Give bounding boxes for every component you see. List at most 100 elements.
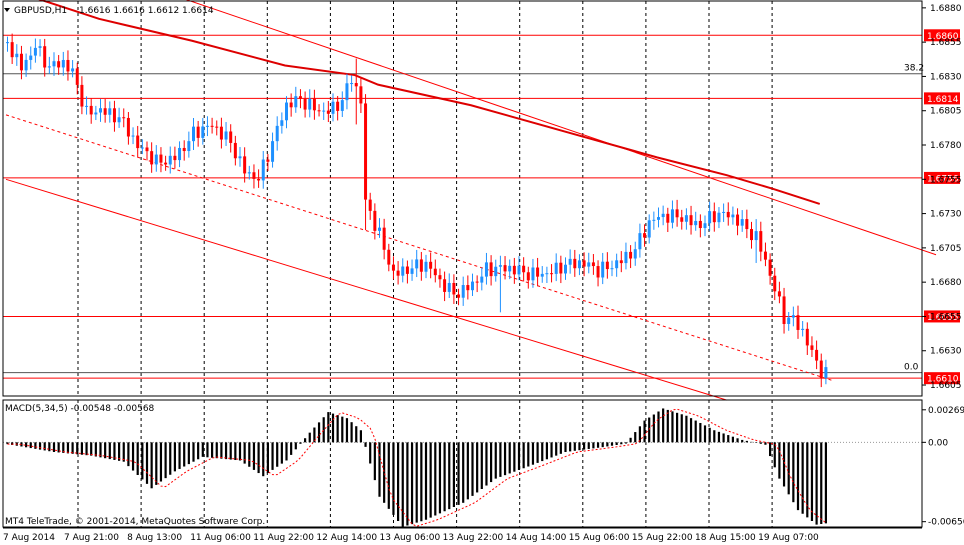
candle-body [94, 112, 98, 115]
candle-body [633, 249, 637, 259]
symbol-label: GBPUSD,H1 [14, 6, 67, 16]
candle-body [252, 172, 256, 179]
candle-body [666, 213, 670, 223]
axes: 7 Aug 2014 7 Aug 21:00 8 Aug 13:00 11 Aug 0… [3, 4, 964, 543]
candle-body [773, 275, 777, 292]
candle-body [494, 266, 498, 277]
time-tick-label: 13 Aug 22:00 [443, 533, 504, 543]
price-tick-label: 1.6680 [930, 278, 962, 288]
candle-body [471, 281, 474, 291]
price-tick-label: 1.6805 [930, 107, 962, 117]
candle-body [610, 268, 614, 270]
candle-body [680, 217, 684, 222]
candle-body [670, 209, 674, 223]
time-tick-label: 12 Aug 14:00 [316, 533, 377, 543]
trend-line [5, 114, 834, 382]
candle-body [280, 120, 284, 126]
candle-body [768, 259, 772, 276]
price-level-label: 1.6860 [927, 32, 959, 42]
price-panel-border [2, 0, 923, 397]
candle-body [33, 47, 37, 56]
candle-body [582, 260, 586, 267]
candle-body [447, 282, 451, 292]
candle-body [131, 135, 135, 137]
moving-average-line [38, 0, 821, 205]
candle-body [196, 126, 200, 138]
candle-body [85, 105, 89, 107]
ohlc-readout: 1.6616 1.6616 1.6612 1.6614 [79, 6, 214, 16]
time-tick-label: 15 Aug 22:00 [632, 533, 693, 543]
candle-body [43, 46, 47, 68]
time-tick-label: 15 Aug 06:00 [569, 533, 630, 543]
price-level-label: 1.6814 [927, 95, 959, 105]
candle-body [391, 264, 395, 271]
candle-body [145, 147, 149, 152]
candle-body [168, 155, 172, 165]
candle-body [303, 98, 307, 110]
candle-body [745, 219, 749, 230]
candle-body [266, 159, 270, 162]
candle-body [410, 268, 414, 274]
price-level-badge [924, 310, 960, 323]
candle-body [461, 285, 465, 298]
candle-body [717, 212, 721, 223]
candle-body [368, 199, 372, 211]
candle-body [150, 151, 154, 165]
candle-body [805, 328, 809, 346]
price-level-badge [924, 29, 960, 42]
candle-body [364, 103, 368, 200]
candle-body [415, 259, 419, 269]
candle-body [136, 135, 140, 149]
price-tick-label: 1.6605 [930, 381, 962, 391]
macd-label: MACD(5,34,5) -0.00548 -0.00568 [5, 404, 155, 414]
candle-body [508, 265, 512, 272]
candle-body [322, 110, 326, 112]
trend-line [185, 0, 937, 256]
candle-body [526, 272, 530, 281]
candle-body [387, 249, 391, 265]
candle-body [536, 267, 540, 277]
candle-body [498, 265, 502, 267]
candle-body [512, 265, 516, 275]
candle-body [568, 258, 572, 265]
candle-body [596, 266, 600, 278]
price-tick-label: 1.6780 [930, 141, 962, 151]
price-tick-label: 1.6730 [930, 210, 962, 220]
candle-body [80, 84, 84, 107]
candle-body [754, 231, 758, 241]
trend-line [5, 178, 727, 401]
candle-body [615, 260, 619, 269]
candle-body [201, 126, 205, 138]
candle-body [192, 126, 195, 142]
time-tick-label: 8 Aug 13:00 [127, 533, 182, 543]
candle-body [438, 275, 442, 280]
candle-body [703, 223, 707, 229]
candle-body [61, 59, 65, 68]
candle-body [722, 211, 726, 213]
candle-body [740, 219, 744, 226]
candle-body [605, 261, 609, 270]
chevron-down-icon[interactable] [4, 8, 10, 12]
candle-body [429, 261, 433, 269]
candle-body [396, 270, 400, 276]
candle-body [759, 231, 763, 252]
chart-header: GBPUSD,H1 1.6616 1.6616 1.6612 1.6614 [4, 6, 214, 16]
candle-body [71, 68, 75, 72]
price-tick-label: 1.6705 [930, 244, 962, 254]
candle-body [294, 96, 298, 108]
candle-body [684, 215, 688, 222]
candle-body [122, 117, 126, 119]
candle-body [289, 102, 293, 108]
candle-body [782, 296, 786, 324]
candle-body [554, 262, 558, 274]
candle-body [405, 266, 409, 274]
candle-body [801, 328, 805, 330]
candle-body [52, 61, 56, 67]
candle-body [38, 46, 42, 48]
candle-body [345, 83, 349, 101]
candle-body [66, 59, 70, 72]
candle-body [689, 215, 693, 226]
candle-body [503, 265, 507, 272]
candle-body [796, 315, 800, 330]
